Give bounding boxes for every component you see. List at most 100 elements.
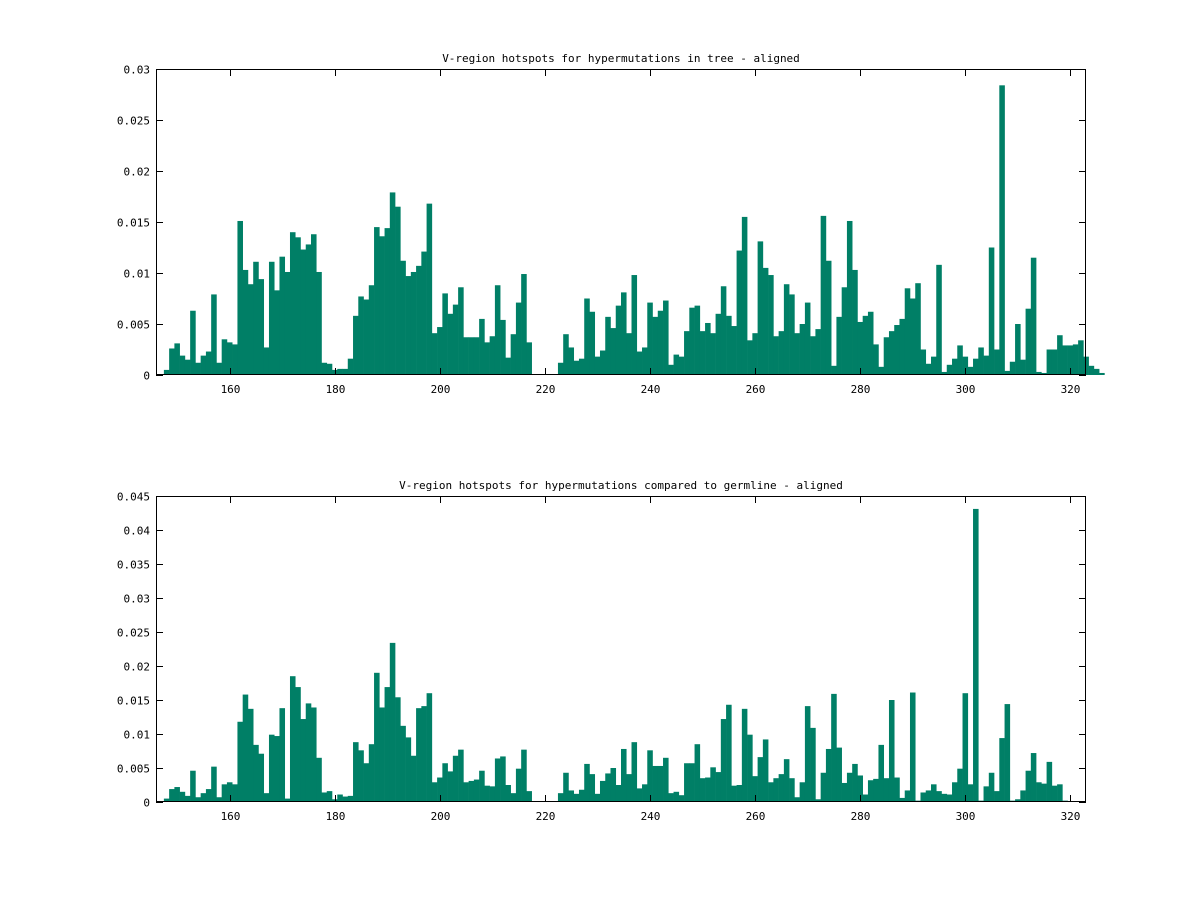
bottom-bar — [237, 721, 243, 802]
top-x-tick-label: 240 — [641, 383, 661, 396]
top-bar — [689, 307, 695, 375]
bottom-bar — [804, 706, 811, 802]
bottom-bar — [888, 700, 895, 802]
bottom-bar — [762, 739, 769, 802]
bottom-bar — [657, 765, 664, 802]
bottom-x-tick-label: 260 — [746, 810, 766, 823]
top-bar — [300, 249, 307, 375]
top-bar — [647, 302, 653, 375]
top-bar — [789, 294, 795, 375]
top-bar — [810, 336, 816, 375]
top-bar — [599, 350, 606, 375]
top-bar — [626, 333, 632, 375]
top-bar — [694, 305, 701, 375]
top-bar — [1072, 344, 1079, 375]
bottom-bar — [1025, 770, 1032, 802]
top-bar — [1078, 340, 1084, 375]
bottom-bar — [710, 767, 716, 802]
bottom-bar — [568, 790, 575, 802]
bottom-bar — [621, 748, 627, 802]
bottom-bar — [1036, 782, 1042, 802]
bottom-bar — [642, 784, 648, 802]
top-bar — [962, 356, 969, 375]
top-bar — [931, 356, 937, 375]
bottom-bar — [473, 779, 480, 802]
top-bars — [163, 85, 1105, 375]
bottom-x-tick-label: 280 — [851, 810, 871, 823]
top-bar — [862, 315, 869, 375]
bottom-bar — [1041, 783, 1047, 802]
bottom-bar — [589, 774, 596, 802]
bottom-bar — [410, 755, 417, 802]
top-bar — [657, 310, 664, 375]
bottom-bar — [925, 790, 932, 802]
bottom-bar — [752, 776, 758, 802]
top-bar — [857, 321, 863, 375]
top-bar — [458, 287, 464, 375]
top-y-tick-label: 0.03 — [124, 64, 151, 77]
top-x-ticks: 160 180 200 220 240 260 280 300 320 — [221, 69, 1080, 396]
top-bar — [894, 325, 900, 375]
top-x-tick-label: 180 — [326, 383, 346, 396]
top-bar — [400, 260, 406, 375]
bottom-bar — [652, 765, 659, 802]
top-y-tick-label: 0.01 — [124, 268, 151, 281]
top-bar — [426, 203, 433, 375]
bottom-x-tick-label: 240 — [641, 810, 661, 823]
bottom-bar — [952, 782, 958, 802]
bottom-y-tick-label: 0.03 — [124, 593, 151, 606]
top-bar — [200, 355, 207, 375]
bottom-chart-title: V-region hotspots for hypermutations com… — [399, 479, 843, 492]
top-bar — [247, 284, 254, 375]
bottom-bar — [615, 785, 622, 802]
top-bar — [741, 216, 748, 375]
bottom-y-tick-label: 0 — [143, 797, 150, 810]
bottom-bar — [789, 778, 795, 802]
bottom-bar — [846, 772, 853, 802]
bottom-bar — [904, 790, 911, 802]
bottom-y-tick-label: 0.015 — [117, 695, 150, 708]
top-bar — [768, 275, 774, 375]
bottom-bar — [694, 744, 701, 802]
top-bar — [226, 342, 233, 375]
bottom-bar — [699, 778, 706, 802]
bottom-bar — [389, 642, 396, 802]
top-bar — [1025, 308, 1032, 375]
top-bar — [636, 351, 643, 375]
top-bar — [389, 192, 396, 375]
top-bar — [316, 271, 322, 375]
bottom-bar — [768, 782, 774, 802]
bottom-bar — [778, 774, 785, 802]
bottom-bar — [578, 789, 585, 802]
top-bar — [337, 368, 343, 375]
bottom-bar — [773, 778, 779, 802]
top-bar — [374, 227, 380, 375]
bottom-bar — [573, 793, 580, 802]
top-y-tick-label: 0 — [143, 370, 150, 383]
bottom-bar — [452, 755, 459, 802]
bottom-bar — [342, 796, 349, 802]
bottom-bar — [1004, 704, 1011, 802]
bottom-bar — [279, 708, 286, 802]
top-bar — [605, 316, 611, 375]
top-bar — [368, 285, 375, 375]
top-bar — [410, 271, 417, 375]
top-bar — [179, 355, 186, 375]
top-bar — [284, 271, 291, 375]
top-bar — [295, 237, 301, 375]
top-bar — [957, 345, 963, 375]
bottom-y-tick-label: 0.025 — [117, 627, 150, 640]
bottom-bar — [636, 788, 643, 802]
bottom-bar — [673, 791, 680, 802]
bottom-bar — [400, 725, 406, 802]
bottom-bar — [163, 798, 170, 802]
top-bar — [515, 302, 522, 375]
top-bar — [468, 337, 475, 375]
bottom-bar — [363, 763, 370, 802]
bottom-bar — [841, 782, 848, 802]
bottom-bar — [873, 778, 879, 802]
top-bar — [804, 302, 811, 375]
bottom-x-tick-label: 220 — [536, 810, 556, 823]
bottom-bar — [510, 793, 517, 802]
bottom-y-tick-label: 0.01 — [124, 729, 151, 742]
